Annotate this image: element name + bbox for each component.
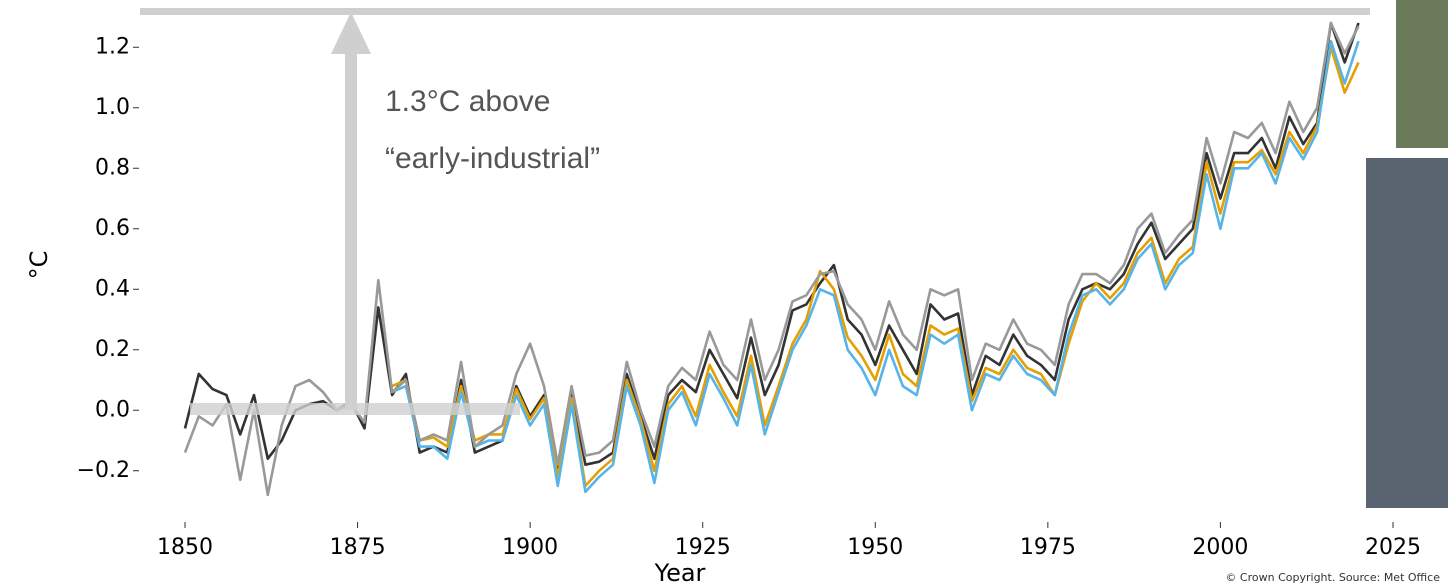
data-line bbox=[391, 46, 1360, 488]
x-tick-label: 2025 bbox=[1365, 535, 1421, 560]
x-axis-label: Year bbox=[654, 559, 706, 587]
y-tick-label: 0.0 bbox=[95, 397, 130, 422]
baseline-band bbox=[190, 403, 520, 415]
y-tick-label: 0.2 bbox=[95, 337, 130, 362]
y-tick-label: 0.6 bbox=[95, 216, 130, 241]
arrow-head bbox=[331, 12, 371, 54]
y-tick-label: 1.2 bbox=[95, 34, 130, 59]
x-tick-label: 2000 bbox=[1192, 535, 1248, 560]
y-tick-label: 0.8 bbox=[95, 155, 130, 180]
data-line bbox=[183, 21, 1360, 473]
annotation-text: “early-industrial” bbox=[385, 142, 600, 175]
y-tick-label: −0.2 bbox=[77, 458, 130, 483]
y-tick-label: 0.4 bbox=[95, 276, 130, 301]
x-tick-label: 1925 bbox=[675, 535, 731, 560]
annotation: 1.3°C above “early-industrial” bbox=[140, 8, 1370, 415]
arrow-shaft bbox=[345, 52, 357, 410]
y-axis-label: °C bbox=[25, 251, 53, 280]
source-note: © Crown Copyright. Source: Met Office bbox=[1225, 571, 1440, 584]
x-tick-label: 1850 bbox=[157, 535, 213, 560]
y-tick-label: 1.0 bbox=[95, 95, 130, 120]
x-tick-label: 1950 bbox=[847, 535, 903, 560]
x-tick-label: 1875 bbox=[330, 535, 386, 560]
annotation-text: 1.3°C above bbox=[385, 85, 550, 118]
x-tick-label: 1975 bbox=[1020, 535, 1076, 560]
x-tick-label: 1900 bbox=[502, 535, 558, 560]
data-line bbox=[183, 21, 1360, 497]
reference-line bbox=[140, 8, 1370, 15]
photo-ocean-buoy bbox=[1366, 158, 1448, 508]
photo-weather-station bbox=[1396, 0, 1448, 148]
data-line bbox=[391, 39, 1360, 494]
